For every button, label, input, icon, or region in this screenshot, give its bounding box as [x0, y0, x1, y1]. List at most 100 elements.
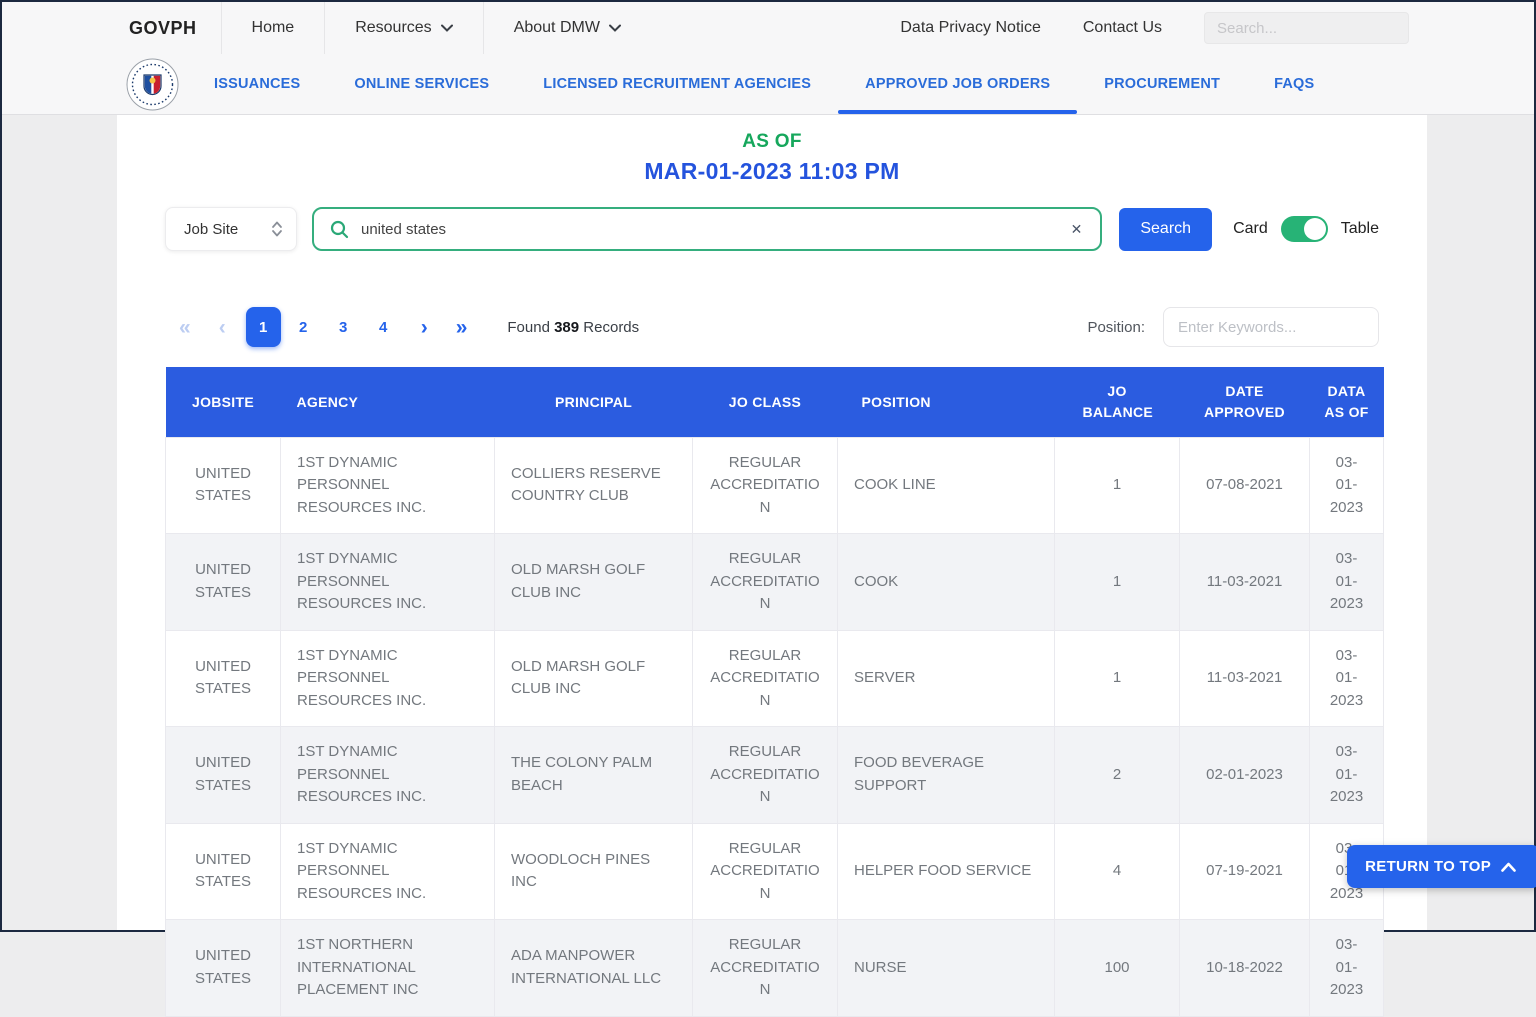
- chevron-down-icon: [441, 24, 453, 32]
- cell-data-as-of: 03-01-2023: [1310, 534, 1384, 631]
- job-orders-tbody: UNITED STATES1ST DYNAMIC PERSONNEL RESOU…: [166, 437, 1384, 1016]
- cell-principal: THE COLONY PALM BEACH: [495, 727, 693, 824]
- card-view-label: Card: [1233, 220, 1268, 238]
- table-row: UNITED STATES1ST DYNAMIC PERSONNEL RESOU…: [166, 534, 1384, 631]
- cell-jo-balance: 100: [1055, 920, 1180, 1017]
- data-privacy-notice-link[interactable]: Data Privacy Notice: [900, 19, 1041, 37]
- clear-search-button[interactable]: ✕: [1067, 219, 1087, 240]
- as-of-label: AS OF: [117, 131, 1427, 153]
- table-header: JOBSITE AGENCY PRINCIPAL JO CLASS POSITI…: [166, 367, 1384, 437]
- chevron-down-icon: [609, 24, 621, 32]
- position-label: Position:: [1087, 319, 1145, 336]
- govph-logo-text[interactable]: GOVPH: [129, 18, 197, 39]
- chevron-up-icon: [1501, 862, 1516, 872]
- cell-principal: ADA MANPOWER INTERNATIONAL LLC: [495, 920, 693, 1017]
- cell-jobsite: UNITED STATES: [166, 534, 281, 631]
- cell-jo-class: REGULAR ACCREDITATION: [693, 920, 838, 1017]
- found-count: 389: [554, 319, 579, 336]
- cell-principal: WOODLOCH PINES INC: [495, 823, 693, 920]
- cell-jo-balance: 4: [1055, 823, 1180, 920]
- top-navbar: GOVPH Home Resources About DMW Data Priv…: [2, 2, 1534, 115]
- cell-data-as-of: 03-01-2023: [1310, 437, 1384, 534]
- previous-page-button[interactable]: ‹: [205, 317, 240, 338]
- nav-item-about-dmw[interactable]: About DMW: [483, 2, 651, 54]
- cell-principal: OLD MARSH GOLF CLUB INC: [495, 630, 693, 727]
- page-button-3[interactable]: 3: [326, 307, 361, 347]
- content-panel: AS OF MAR-01-2023 11:03 PM Job Site ✕: [117, 115, 1427, 930]
- cell-jo-class: REGULAR ACCREDITATION: [693, 437, 838, 534]
- page-button-1[interactable]: 1: [246, 307, 281, 347]
- cell-jo-balance: 1: [1055, 437, 1180, 534]
- cell-agency: 1ST DYNAMIC PERSONNEL RESOURCES INC.: [281, 534, 495, 631]
- about-dmw-menu-label: About DMW: [514, 19, 600, 37]
- cell-date-approved: 11-03-2021: [1180, 630, 1310, 727]
- pagination-pages: 1234: [246, 307, 401, 347]
- records-found-text: Found 389 Records: [507, 319, 639, 336]
- cell-jobsite: UNITED STATES: [166, 920, 281, 1017]
- header-principal: PRINCIPAL: [495, 367, 693, 437]
- card-table-toggle[interactable]: [1281, 216, 1328, 242]
- cell-jobsite: UNITED STATES: [166, 437, 281, 534]
- cell-jo-class: REGULAR ACCREDITATION: [693, 630, 838, 727]
- contact-us-link[interactable]: Contact Us: [1083, 19, 1162, 37]
- table-row: UNITED STATES1ST DYNAMIC PERSONNEL RESOU…: [166, 823, 1384, 920]
- found-suffix: Records: [583, 319, 639, 336]
- last-page-button[interactable]: »: [442, 317, 482, 338]
- cell-jo-class: REGULAR ACCREDITATION: [693, 727, 838, 824]
- cell-date-approved: 10-18-2022: [1180, 920, 1310, 1017]
- tab-faqs[interactable]: FAQS: [1247, 54, 1341, 114]
- cell-position: SERVER: [838, 630, 1055, 727]
- cell-date-approved: 11-03-2021: [1180, 534, 1310, 631]
- next-page-button[interactable]: ›: [407, 317, 442, 338]
- cell-agency: 1ST NORTHERN INTERNATIONAL PLACEMENT INC: [281, 920, 495, 1017]
- jobsite-select-value: Job Site: [184, 221, 238, 238]
- main-tabs-row: ISSUANCES ONLINE SERVICES LICENSED RECRU…: [2, 54, 1534, 114]
- toggle-knob: [1304, 218, 1326, 240]
- cell-jo-balance: 2: [1055, 727, 1180, 824]
- header-jo-balance: JO BALANCE: [1055, 367, 1180, 437]
- header-data-as-of: DATA AS OF: [1310, 367, 1384, 437]
- nav-item-resources[interactable]: Resources: [324, 2, 482, 54]
- jobsite-select[interactable]: Job Site: [165, 207, 297, 251]
- table-row: UNITED STATES1ST NORTHERN INTERNATIONAL …: [166, 920, 1384, 1017]
- pagination-bar: « ‹ 1234 › » Found 389 Records Position:: [165, 305, 1379, 349]
- home-link-label: Home: [252, 19, 295, 37]
- tab-online-services[interactable]: ONLINE SERVICES: [327, 54, 516, 114]
- keyword-search-input[interactable]: [361, 221, 1055, 238]
- nav-item-home[interactable]: Home: [221, 2, 325, 54]
- cell-jo-balance: 1: [1055, 630, 1180, 727]
- page-button-4[interactable]: 4: [366, 307, 401, 347]
- found-prefix: Found: [507, 319, 550, 336]
- job-orders-table: JOBSITE AGENCY PRINCIPAL JO CLASS POSITI…: [165, 367, 1384, 1017]
- first-page-button[interactable]: «: [165, 317, 205, 338]
- header-jo-class: JO CLASS: [693, 367, 838, 437]
- page-button-2[interactable]: 2: [286, 307, 321, 347]
- tab-procurement[interactable]: PROCUREMENT: [1077, 54, 1247, 114]
- cell-jobsite: UNITED STATES: [166, 630, 281, 727]
- tab-approved-job-orders[interactable]: APPROVED JOB ORDERS: [838, 54, 1077, 114]
- header-agency: AGENCY: [281, 367, 495, 437]
- cell-agency: 1ST DYNAMIC PERSONNEL RESOURCES INC.: [281, 437, 495, 534]
- cell-principal: OLD MARSH GOLF CLUB INC: [495, 534, 693, 631]
- tab-licensed-recruitment-agencies[interactable]: LICENSED RECRUITMENT AGENCIES: [516, 54, 838, 114]
- cell-principal: COLLIERS RESERVE COUNTRY CLUB: [495, 437, 693, 534]
- cell-jobsite: UNITED STATES: [166, 727, 281, 824]
- header-jobsite: JOBSITE: [166, 367, 281, 437]
- cell-data-as-of: 03-01-2023: [1310, 727, 1384, 824]
- keyword-search-box: ✕: [312, 207, 1102, 251]
- cell-agency: 1ST DYNAMIC PERSONNEL RESOURCES INC.: [281, 727, 495, 824]
- cell-position: HELPER FOOD SERVICE: [838, 823, 1055, 920]
- as-of-datetime: MAR-01-2023 11:03 PM: [117, 158, 1427, 185]
- header-position: POSITION: [838, 367, 1055, 437]
- tab-issuances[interactable]: ISSUANCES: [187, 54, 327, 114]
- site-search-input[interactable]: [1204, 12, 1409, 44]
- search-button[interactable]: Search: [1119, 208, 1212, 251]
- table-row: UNITED STATES1ST DYNAMIC PERSONNEL RESOU…: [166, 437, 1384, 534]
- cell-jo-class: REGULAR ACCREDITATION: [693, 534, 838, 631]
- cell-position: NURSE: [838, 920, 1055, 1017]
- cell-data-as-of: 03-01-2023: [1310, 920, 1384, 1017]
- table-row: UNITED STATES1ST DYNAMIC PERSONNEL RESOU…: [166, 630, 1384, 727]
- cell-date-approved: 07-08-2021: [1180, 437, 1310, 534]
- position-keywords-input[interactable]: [1163, 307, 1379, 347]
- return-to-top-button[interactable]: RETURN TO TOP: [1347, 845, 1536, 888]
